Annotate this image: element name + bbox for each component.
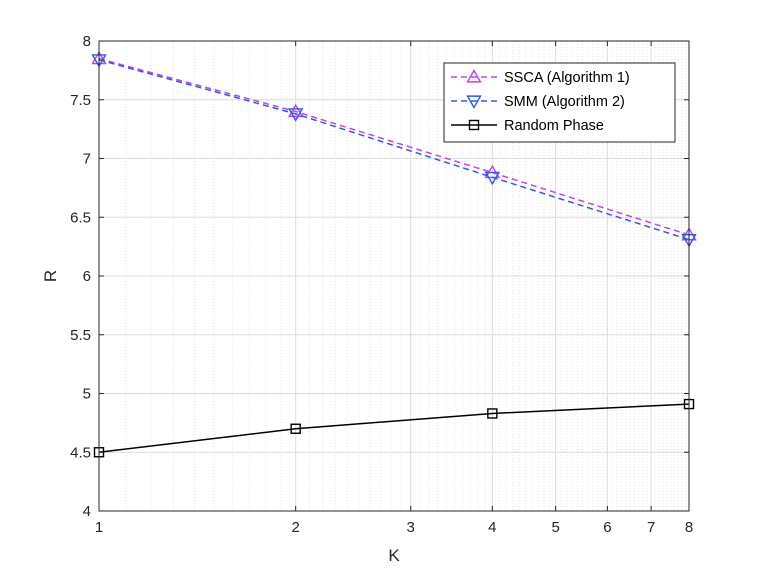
- legend-item: Random Phase: [451, 118, 604, 134]
- y-tick-label: 6: [83, 268, 91, 285]
- series-line: [98, 403, 690, 453]
- data-point: [287, 103, 304, 118]
- legend-label: SMM (Algorithm 2): [504, 94, 625, 110]
- legend-label: Random Phase: [504, 118, 604, 134]
- legend-swatch-marker: [468, 119, 480, 131]
- y-tick-label: 4: [83, 503, 91, 520]
- data-point: [484, 171, 501, 186]
- y-tick-label: 4.5: [70, 444, 91, 461]
- y-tick-label: 7.5: [70, 92, 91, 109]
- legend-item: SSCA (Algorithm 1): [451, 69, 630, 86]
- legend-item: SMM (Algorithm 2): [451, 94, 625, 110]
- legend-box: [443, 62, 676, 143]
- x-tick-label: 2: [291, 519, 299, 536]
- x-tick-label: 6: [603, 519, 611, 536]
- legend: SSCA (Algorithm 1) SMM (Algorithm 2) Rando…: [443, 62, 676, 143]
- data-point: [287, 108, 304, 122]
- legend-label: SSCA (Algorithm 1): [504, 70, 630, 86]
- x-tick-label: 1: [95, 519, 103, 536]
- series-line: [98, 57, 690, 236]
- x-tick-label: 7: [647, 519, 655, 536]
- y-axis-label: R: [41, 270, 60, 282]
- y-tick-label: 8: [83, 33, 91, 50]
- x-tick-label: 3: [407, 519, 415, 536]
- x-tick-label: 5: [551, 519, 559, 536]
- data-point: [290, 423, 301, 434]
- y-tick-label: 5: [83, 386, 91, 403]
- x-tick-label: 8: [685, 519, 693, 536]
- y-tick-label: 6.5: [70, 209, 91, 226]
- y-tick-label: 5.5: [70, 327, 91, 344]
- series-layer: [91, 50, 697, 458]
- x-axis-label: K: [388, 546, 400, 565]
- data-point: [487, 408, 498, 419]
- series-line: [98, 59, 690, 241]
- legend-swatch-marker: [466, 95, 482, 109]
- series-3: [93, 398, 695, 458]
- y-tick-label: 7: [83, 151, 91, 168]
- axis-ticks: 1 2 3 4 5 6 7 8 4 4.5 5 5.5 6 6.5 7 7.5 8: [70, 33, 693, 536]
- legend-swatch-marker: [466, 69, 482, 83]
- x-tick-label: 4: [488, 519, 496, 536]
